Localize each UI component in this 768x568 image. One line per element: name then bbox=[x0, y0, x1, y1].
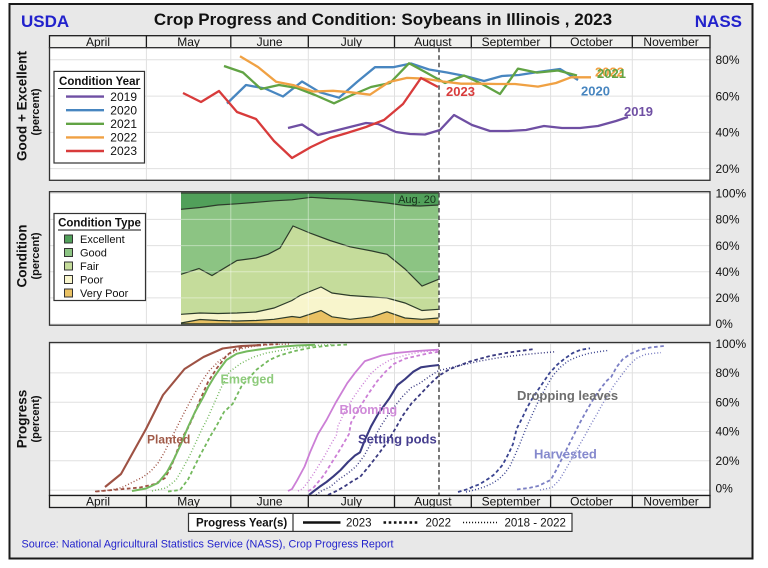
svg-text:Poor: Poor bbox=[80, 274, 104, 286]
svg-text:(percent): (percent) bbox=[30, 88, 42, 135]
svg-text:0%: 0% bbox=[716, 317, 734, 331]
svg-text:80%: 80% bbox=[716, 213, 740, 227]
svg-text:August: August bbox=[414, 35, 452, 49]
svg-text:20%: 20% bbox=[716, 454, 740, 468]
svg-text:20%: 20% bbox=[716, 162, 740, 176]
svg-text:May: May bbox=[177, 495, 200, 509]
svg-text:October: October bbox=[570, 495, 613, 509]
svg-text:May: May bbox=[177, 35, 200, 49]
svg-text:100%: 100% bbox=[716, 337, 747, 351]
svg-text:NASS: NASS bbox=[695, 12, 742, 31]
svg-text:Very Poor: Very Poor bbox=[80, 288, 129, 300]
svg-text:Planted: Planted bbox=[147, 433, 190, 447]
svg-text:Condition: Condition bbox=[15, 225, 30, 288]
svg-text:October: October bbox=[570, 35, 613, 49]
svg-text:2021: 2021 bbox=[110, 117, 137, 131]
svg-text:2022: 2022 bbox=[426, 518, 452, 530]
svg-text:Excellent: Excellent bbox=[80, 234, 125, 246]
svg-text:November: November bbox=[643, 495, 698, 509]
svg-text:(percent): (percent) bbox=[30, 395, 42, 442]
svg-text:August: August bbox=[414, 495, 452, 509]
svg-text:60%: 60% bbox=[716, 89, 740, 103]
svg-text:100%: 100% bbox=[716, 187, 747, 201]
svg-text:Blooming: Blooming bbox=[340, 403, 398, 417]
svg-text:September: September bbox=[482, 35, 541, 49]
svg-text:2019: 2019 bbox=[624, 104, 653, 119]
svg-text:2020: 2020 bbox=[581, 84, 610, 99]
svg-text:2022: 2022 bbox=[595, 65, 624, 80]
svg-text:2023: 2023 bbox=[446, 84, 475, 99]
svg-text:2019: 2019 bbox=[110, 90, 137, 104]
svg-text:20%: 20% bbox=[716, 291, 740, 305]
svg-text:Emerged: Emerged bbox=[221, 373, 275, 387]
svg-text:2023: 2023 bbox=[110, 144, 137, 158]
svg-text:80%: 80% bbox=[716, 366, 740, 380]
svg-text:60%: 60% bbox=[716, 395, 740, 409]
svg-text:USDA: USDA bbox=[21, 12, 69, 31]
svg-text:June: June bbox=[257, 495, 283, 509]
svg-text:April: April bbox=[86, 495, 110, 509]
svg-text:Progress Year(s): Progress Year(s) bbox=[196, 518, 287, 530]
svg-text:Fair: Fair bbox=[80, 261, 99, 273]
svg-text:2022: 2022 bbox=[110, 131, 137, 145]
svg-text:Harvested: Harvested bbox=[534, 447, 597, 462]
svg-text:April: April bbox=[86, 35, 110, 49]
svg-text:2020: 2020 bbox=[110, 103, 137, 117]
svg-text:September: September bbox=[482, 495, 541, 509]
svg-text:Good: Good bbox=[80, 247, 107, 259]
svg-text:2021: 2021 bbox=[597, 66, 626, 81]
svg-text:40%: 40% bbox=[716, 425, 740, 439]
svg-text:July: July bbox=[341, 495, 362, 509]
svg-text:Setting pods: Setting pods bbox=[358, 432, 437, 447]
svg-text:July: July bbox=[341, 35, 362, 49]
svg-text:Progress: Progress bbox=[15, 390, 30, 449]
svg-text:Condition Year: Condition Year bbox=[59, 76, 140, 88]
svg-text:60%: 60% bbox=[716, 239, 740, 253]
svg-text:(percent): (percent) bbox=[30, 232, 42, 279]
svg-text:0%: 0% bbox=[716, 482, 734, 496]
svg-text:Good + Excellent: Good + Excellent bbox=[15, 51, 30, 161]
svg-text:November: November bbox=[643, 35, 698, 49]
svg-text:80%: 80% bbox=[716, 53, 740, 67]
svg-text:40%: 40% bbox=[716, 126, 740, 140]
svg-text:2023: 2023 bbox=[346, 518, 372, 530]
svg-text:June: June bbox=[257, 35, 283, 49]
svg-text:Source: National Agricultural: Source: National Agricultural Statistics… bbox=[22, 539, 394, 551]
svg-text:Crop Progress and Condition: S: Crop Progress and Condition: Soybeans in… bbox=[154, 10, 612, 29]
svg-text:40%: 40% bbox=[716, 265, 740, 279]
svg-text:Dropping leaves: Dropping leaves bbox=[517, 388, 618, 403]
svg-text:2018 - 2022: 2018 - 2022 bbox=[505, 518, 566, 530]
svg-text:Condition Type: Condition Type bbox=[58, 218, 141, 230]
svg-text:Aug. 20: Aug. 20 bbox=[398, 194, 436, 206]
